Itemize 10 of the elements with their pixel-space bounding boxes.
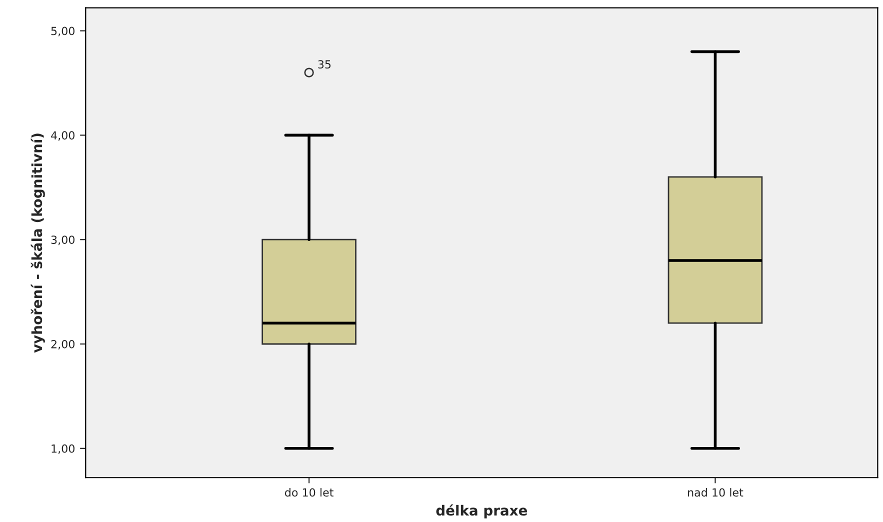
y-tick-label: 2,00 xyxy=(51,340,74,350)
y-tick-label: 3,00 xyxy=(51,236,74,246)
y-axis-title: vyhoření - škála (kognitivní) xyxy=(30,134,45,353)
annotation: 35 xyxy=(318,60,331,69)
x-axis-title: délka praxe xyxy=(436,504,528,518)
y-tick-label: 1,00 xyxy=(52,444,74,454)
x-tick-label: do 10 let xyxy=(284,488,334,497)
y-tick-label: 5,00 xyxy=(51,26,74,36)
y-tick-label: 4,00 xyxy=(51,131,74,141)
x-tick-label: nad 10 let xyxy=(688,488,744,497)
